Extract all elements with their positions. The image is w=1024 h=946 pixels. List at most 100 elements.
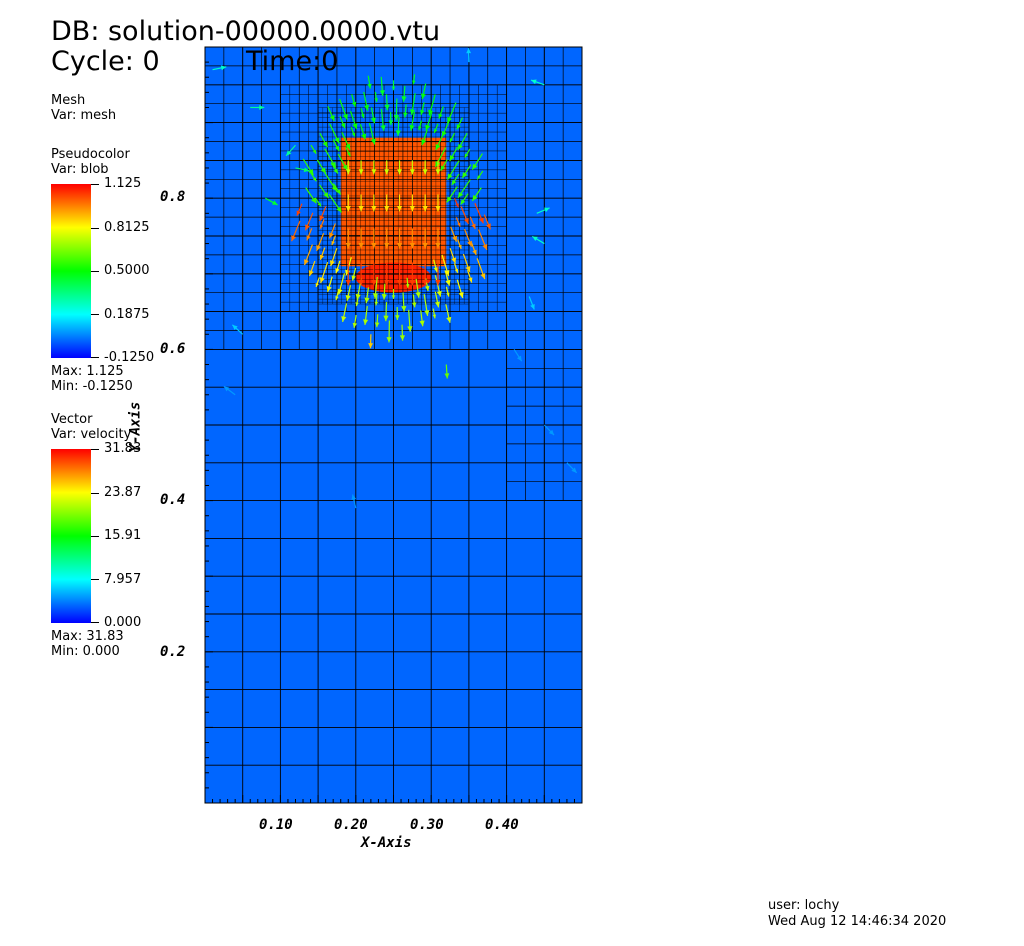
- velocity-arrow-head: [468, 277, 473, 283]
- pseudocolor-min-label: Min: -0.1250: [51, 379, 133, 394]
- velocity-arrow-head: [446, 316, 452, 323]
- velocity-arrow-head: [466, 48, 472, 54]
- vector-min-label: Min: 0.000: [51, 644, 120, 659]
- velocity-arrow-head: [447, 116, 453, 123]
- pseudocolor-tick-3: 0.5000: [104, 263, 150, 278]
- velocity-arrow-head: [455, 203, 459, 208]
- x-tick-label: 0.30: [410, 817, 444, 833]
- velocity-arrow-head: [384, 243, 390, 249]
- velocity-arrow-head: [424, 310, 430, 316]
- velocity-arrow-head: [432, 314, 437, 319]
- velocity-arrow-head: [440, 165, 446, 171]
- velocity-arrow-head: [315, 282, 319, 287]
- velocity-arrow-head: [472, 163, 478, 170]
- velocity-arrow-head: [412, 80, 416, 85]
- velocity-arrow-head: [422, 243, 428, 249]
- velocity-arrow-head: [367, 83, 372, 89]
- velocity-arrow-head: [458, 244, 462, 249]
- velocity-arrow-head: [419, 320, 425, 327]
- velocity-arrow-head: [342, 113, 348, 120]
- velocity-arrow-head: [384, 169, 390, 175]
- velocity-arrow-head: [371, 243, 377, 249]
- x-tick-label: 0.10: [259, 817, 293, 833]
- velocity-arrow-head: [286, 150, 292, 156]
- velocity-arrow-head: [223, 386, 230, 392]
- velocity-arrow-head: [465, 265, 471, 272]
- velocity-arrow-head: [305, 224, 310, 231]
- velocity-arrow-head: [312, 177, 317, 182]
- mesh-grid: [204, 46, 583, 804]
- mesh-legend-var: Var: mesh: [51, 108, 117, 123]
- velocity-arrow-head: [420, 109, 425, 115]
- y-tick-label: 0.8: [160, 189, 186, 205]
- velocity-arrow-head: [371, 280, 377, 286]
- velocity-arrow-head: [409, 243, 415, 249]
- velocity-arrow-head: [409, 109, 416, 115]
- velocity-arrow-head: [334, 145, 340, 152]
- velocity-arrow-head: [335, 268, 340, 274]
- velocity-arrow-head: [452, 235, 457, 242]
- velocity-arrow-head: [544, 207, 550, 213]
- velocity-arrow-head: [434, 301, 440, 308]
- velocity-arrow-head: [352, 322, 358, 328]
- velocity-arrow-head: [374, 98, 378, 102]
- velocity-arrow-head: [320, 167, 326, 174]
- velocity-arrow-head: [384, 206, 390, 212]
- velocity-arrow-head: [336, 206, 342, 213]
- velocity-arrow-head: [391, 295, 396, 299]
- velocity-arrow-head: [447, 173, 453, 180]
- velocity-arrow-head: [358, 243, 364, 249]
- velocity-arrow-head: [306, 235, 311, 241]
- velocity-arrow-head: [342, 164, 348, 171]
- y-axis-title: Y-Axis: [127, 401, 144, 453]
- velocity-arrow-head: [478, 217, 484, 224]
- velocity-arrow-head: [451, 257, 457, 264]
- velocity-arrow-head: [345, 143, 351, 150]
- velocity-arrow-head: [436, 290, 442, 297]
- velocity-arrow-head: [370, 117, 377, 124]
- velocity-arrow-head: [311, 197, 317, 204]
- velocity-arrow-head: [548, 429, 555, 436]
- velocity-arrow-head: [319, 277, 325, 284]
- velocity-arrow-head: [395, 130, 401, 136]
- velocity-arrow-head: [397, 169, 402, 175]
- vector-tick-max: 31.83: [104, 441, 142, 456]
- velocity-arrow-head: [456, 124, 461, 130]
- velocity-arrow-head: [463, 217, 469, 224]
- velocity-arrow-head: [322, 141, 328, 148]
- vector-legend-var: Var: velocity: [51, 427, 132, 442]
- velocity-arrow-head: [358, 169, 364, 175]
- velocity-arrow-head: [312, 149, 317, 154]
- velocity-arrow-head: [317, 202, 322, 207]
- velocity-vectors: [212, 48, 578, 509]
- velocity-arrow-head: [435, 169, 441, 175]
- velocity-arrow-head: [345, 169, 351, 175]
- velocity-arrow-head: [303, 259, 309, 266]
- pseudocolor-colorbar: [51, 184, 91, 358]
- velocity-arrow-head: [336, 189, 341, 195]
- velocity-arrow-head: [467, 240, 472, 247]
- pseudocolor-legend-title: Pseudocolor: [51, 147, 130, 162]
- velocity-arrow-head: [220, 65, 227, 71]
- velocity-arrow-head: [395, 315, 400, 320]
- x-tick-label: 0.40: [485, 817, 519, 833]
- velocity-arrow-head: [396, 206, 403, 212]
- timestamp-label: Wed Aug 12 14:46:34 2020: [768, 914, 947, 929]
- velocity-arrow-head: [303, 167, 310, 173]
- velocity-arrow-head: [372, 293, 379, 299]
- velocity-arrow-head: [351, 275, 356, 281]
- velocity-arrow-head: [347, 152, 351, 157]
- velocity-arrow-head: [401, 306, 407, 312]
- velocity-arrow-head: [351, 101, 357, 107]
- velocity-arrow-head: [351, 132, 356, 137]
- velocity-arrow-head: [326, 285, 332, 292]
- velocity-arrow-head: [415, 291, 421, 298]
- velocity-arrow-head: [368, 343, 374, 349]
- velocity-arrow-head: [323, 192, 329, 199]
- velocity-arrow-head: [435, 280, 441, 286]
- velocity-arrow-head: [485, 223, 491, 230]
- velocity-arrow-head: [435, 144, 441, 151]
- velocity-arrow-head: [363, 104, 370, 111]
- velocity-arrow-head: [444, 373, 450, 379]
- velocity-arrow-head: [370, 138, 376, 145]
